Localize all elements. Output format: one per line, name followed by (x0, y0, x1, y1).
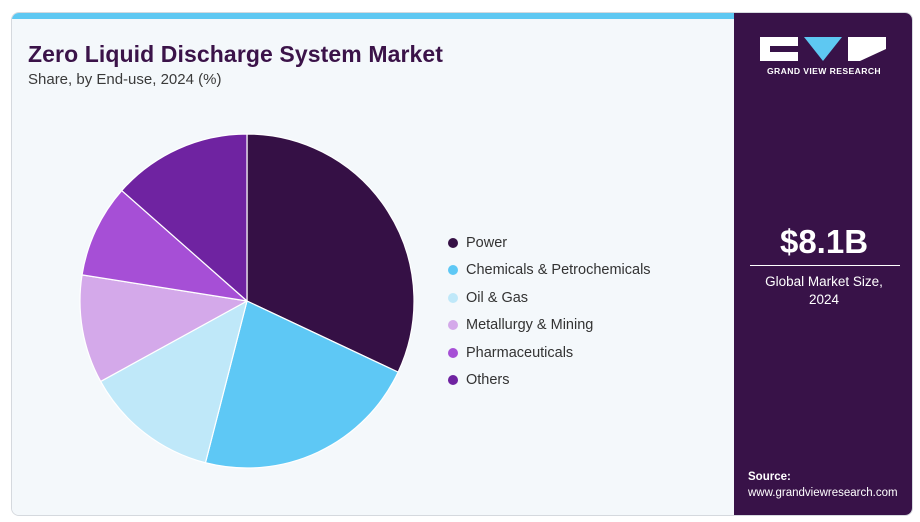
legend-item: Pharmaceuticals (448, 339, 651, 367)
brand-name: GRAND VIEW RESEARCH (766, 66, 882, 76)
legend-swatch (448, 347, 458, 358)
chart-legend: Power Chemicals & Petrochemicals Oil & Gas… (448, 229, 651, 394)
chart-card: Zero Liquid Discharge System Market Shar… (11, 12, 913, 516)
legend-item: Others (448, 367, 651, 395)
legend-item: Metallurgy & Mining (448, 312, 651, 340)
pie-slice-chemicals-petrochemicals (204, 300, 399, 469)
market-size-value: $8.1B (779, 223, 869, 260)
source-url[interactable]: www.grandviewresearch.com (748, 487, 898, 499)
source-title: Source: (748, 471, 791, 483)
gvr-logo-icon (760, 37, 886, 61)
market-size-label-line2: 2024 (808, 292, 840, 307)
chart-panel: Zero Liquid Discharge System Market Shar… (12, 19, 734, 515)
legend-label: Others (466, 372, 510, 389)
legend-swatch (448, 375, 458, 386)
legend-label: Oil & Gas (466, 289, 529, 306)
legend-label: Pharmaceuticals (466, 344, 574, 361)
chart-subtitle: Share, by End-use, 2024 (%) (28, 71, 222, 88)
legend-swatch (448, 265, 458, 276)
pie-slice-pharmaceuticals (81, 189, 248, 302)
legend-label: Chemicals & Petrochemicals (466, 262, 651, 279)
legend-item: Oil & Gas (448, 284, 651, 312)
legend-label: Power (466, 234, 508, 251)
pie-slice-others (121, 133, 248, 302)
pie-slice-oil-gas (100, 300, 248, 464)
divider (750, 265, 900, 266)
side-panel: GRAND VIEW RESEARCH $8.1B Global Market … (734, 13, 912, 515)
market-size-label-line1: Global Market Size, (765, 274, 883, 289)
accent-bar (12, 13, 734, 19)
pie-chart (79, 133, 415, 469)
market-size-label: Global Market Size, 2024 (734, 273, 912, 309)
legend-swatch (448, 292, 458, 303)
pie-slice-power (246, 133, 415, 373)
legend-swatch (448, 237, 458, 248)
legend-swatch (448, 320, 458, 331)
pie-slice-metallurgy-mining (79, 274, 248, 383)
legend-item: Power (448, 229, 651, 257)
legend-label: Metallurgy & Mining (466, 317, 594, 334)
chart-title: Zero Liquid Discharge System Market (28, 41, 444, 67)
legend-item: Chemicals & Petrochemicals (448, 257, 651, 285)
